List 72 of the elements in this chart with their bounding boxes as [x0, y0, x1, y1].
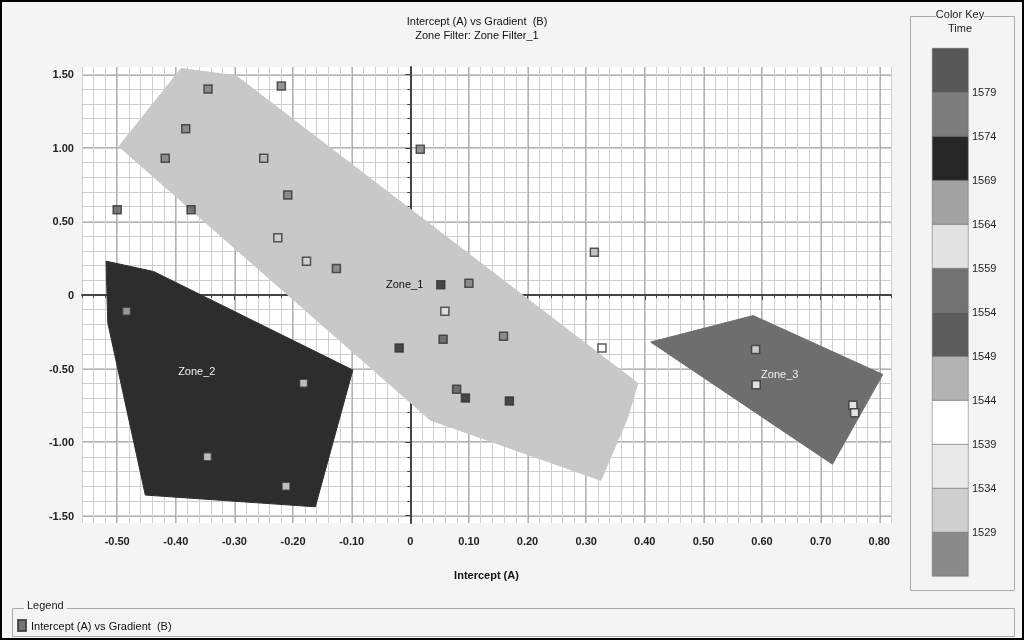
- point: [498, 331, 509, 341]
- y-tick-label: -1.00: [48, 436, 74, 449]
- point: [273, 232, 283, 243]
- point: [750, 344, 761, 355]
- color-bar-title: Time: [947, 21, 973, 34]
- x-tick-label: 0.70: [809, 534, 832, 547]
- point: [415, 144, 426, 155]
- point: [436, 279, 446, 290]
- point: [504, 396, 515, 406]
- point: [112, 204, 122, 215]
- color-bar-label: 1559: [972, 262, 997, 274]
- point: [460, 393, 471, 403]
- color-bar-label: 1554: [972, 306, 997, 318]
- x-tick-label: -0.40: [163, 534, 189, 547]
- point: [203, 84, 213, 94]
- x-tick-label: -0.10: [339, 534, 365, 547]
- point: [202, 452, 213, 462]
- point: [276, 81, 287, 91]
- point: [438, 334, 448, 344]
- y-tick-label: 0.50: [52, 215, 74, 228]
- x-tick-label: -0.20: [280, 534, 306, 547]
- point: [464, 278, 474, 288]
- point: [298, 378, 309, 389]
- legend-label: Intercept (A) vs Gradient (B): [31, 619, 172, 632]
- point: [301, 256, 312, 266]
- y-tick-label: 1.50: [52, 68, 74, 81]
- point: [597, 343, 607, 353]
- x-axis-title: Intercept (A): [454, 568, 520, 581]
- y-tick-label: 1.00: [52, 141, 74, 154]
- y-tick-label: 0: [67, 289, 74, 301]
- text: Color Key: [935, 7, 985, 20]
- point: [394, 343, 404, 353]
- point: [121, 306, 132, 316]
- point: [849, 407, 860, 418]
- x-tick-label: 0.40: [634, 534, 656, 547]
- x-tick-label: 0.80: [868, 534, 890, 547]
- point: [160, 153, 170, 163]
- x-tick-label: 0.50: [692, 534, 715, 547]
- x-tick-label: -0.50: [104, 534, 130, 547]
- point: [258, 153, 269, 163]
- y-tick-label: -1.50: [48, 509, 74, 522]
- point: [181, 124, 191, 134]
- x-tick-label: 0: [407, 534, 414, 547]
- point: [186, 204, 196, 215]
- color-bar-label: 1539: [972, 438, 997, 450]
- point: [331, 263, 342, 274]
- y-tick-label: -0.50: [48, 362, 74, 375]
- color-bar-label: 1564: [972, 218, 997, 230]
- color-bar-label: 1534: [972, 482, 997, 494]
- point: [589, 247, 600, 258]
- series-label: Zone_2: [178, 365, 216, 378]
- point: [281, 481, 291, 491]
- color-bar-label: 1544: [972, 394, 997, 406]
- point: [451, 384, 462, 394]
- series-label: Zone_3: [761, 368, 799, 381]
- x-tick-label: 0.10: [458, 534, 480, 547]
- chart-subtitle: Zone Filter: Zone Filter_1: [415, 28, 539, 41]
- point: [283, 190, 293, 200]
- chart-title: Intercept (A) vs Gradient (B): [406, 14, 548, 27]
- color-bar-label: 1529: [972, 526, 997, 538]
- color-bar-label: 1569: [972, 174, 997, 186]
- x-tick-label: 0.60: [751, 534, 773, 547]
- series-label: Zone_1: [386, 278, 424, 291]
- legend-title: Legend: [27, 598, 64, 611]
- x-tick-label: 0.30: [575, 534, 597, 547]
- point: [751, 379, 761, 390]
- point: [440, 306, 450, 316]
- color-bar-label: 1579: [972, 86, 997, 98]
- x-tick-label: -0.30: [221, 534, 247, 547]
- x-tick-label: 0.20: [516, 534, 539, 547]
- color-bar-label: 1574: [972, 130, 997, 142]
- color-bar-label: 1549: [972, 350, 997, 362]
